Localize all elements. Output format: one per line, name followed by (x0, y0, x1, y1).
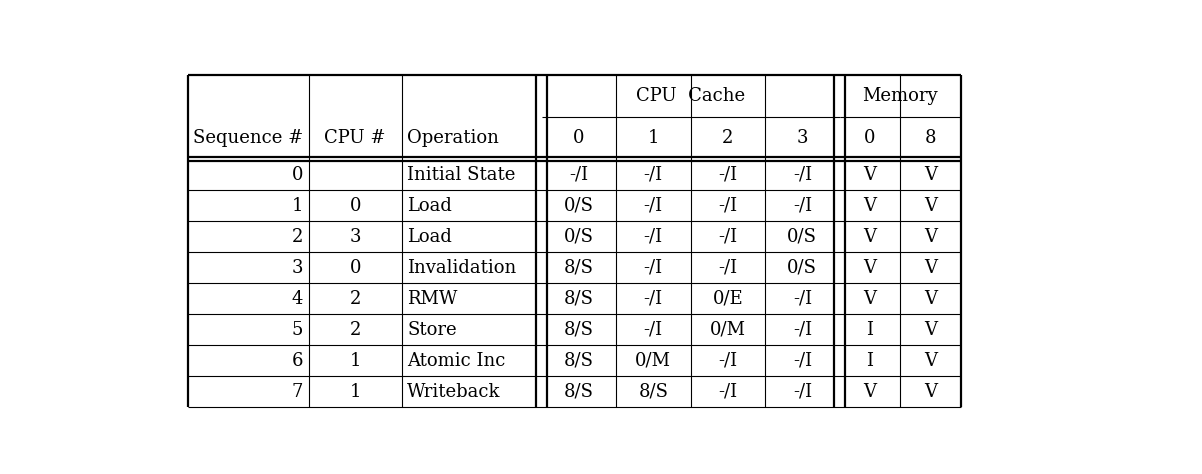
Text: 0: 0 (350, 259, 361, 277)
Text: -/I: -/I (719, 259, 737, 277)
Text: CPU  Cache: CPU Cache (636, 87, 745, 105)
Text: 8/S: 8/S (564, 259, 594, 277)
Text: 3: 3 (797, 129, 808, 147)
Text: -/I: -/I (644, 321, 662, 339)
Text: 0/M: 0/M (636, 352, 671, 370)
Text: 8/S: 8/S (564, 352, 594, 370)
Text: V: V (863, 290, 876, 308)
Text: -/I: -/I (719, 165, 737, 183)
Text: -/I: -/I (719, 228, 737, 246)
Text: 4: 4 (292, 290, 303, 308)
Text: Writeback: Writeback (407, 383, 501, 401)
Text: 7: 7 (292, 383, 303, 401)
Text: 0/S: 0/S (564, 197, 594, 215)
Text: Load: Load (407, 228, 452, 246)
Text: 0/S: 0/S (787, 259, 817, 277)
Text: -/I: -/I (719, 197, 737, 215)
Text: 3: 3 (350, 228, 361, 246)
Text: Initial State: Initial State (407, 165, 516, 183)
Text: I: I (867, 321, 874, 339)
Text: 0/E: 0/E (713, 290, 743, 308)
Text: V: V (863, 383, 876, 401)
Text: -/I: -/I (793, 197, 811, 215)
Text: 0/M: 0/M (710, 321, 745, 339)
Text: Store: Store (407, 321, 457, 339)
Text: 5: 5 (292, 321, 303, 339)
Text: -/I: -/I (570, 165, 588, 183)
Text: -/I: -/I (644, 197, 662, 215)
Text: -/I: -/I (793, 383, 811, 401)
Text: V: V (924, 228, 936, 246)
Text: 3: 3 (292, 259, 303, 277)
Text: V: V (863, 165, 876, 183)
Text: 1: 1 (292, 197, 303, 215)
Text: 1: 1 (648, 129, 659, 147)
Text: V: V (924, 321, 936, 339)
Text: V: V (924, 165, 936, 183)
Text: V: V (924, 197, 936, 215)
Text: V: V (924, 352, 936, 370)
Text: 8/S: 8/S (638, 383, 668, 401)
Text: V: V (863, 197, 876, 215)
Text: -/I: -/I (719, 383, 737, 401)
Text: 8/S: 8/S (564, 321, 594, 339)
Text: -/I: -/I (644, 259, 662, 277)
Text: 1: 1 (350, 352, 361, 370)
Text: -/I: -/I (793, 290, 811, 308)
Text: CPU #: CPU # (325, 129, 386, 147)
Text: -/I: -/I (793, 352, 811, 370)
Text: Invalidation: Invalidation (407, 259, 517, 277)
Text: -/I: -/I (719, 352, 737, 370)
Text: 0/S: 0/S (787, 228, 817, 246)
Text: Atomic Inc: Atomic Inc (407, 352, 506, 370)
Text: Sequence #: Sequence # (192, 129, 303, 147)
Text: 2: 2 (350, 321, 361, 339)
Text: 8/S: 8/S (564, 290, 594, 308)
Text: -/I: -/I (793, 321, 811, 339)
Text: 2: 2 (292, 228, 303, 246)
Text: 8/S: 8/S (564, 383, 594, 401)
Text: 0: 0 (864, 129, 875, 147)
Text: 8: 8 (924, 129, 936, 147)
Text: RMW: RMW (407, 290, 458, 308)
Text: V: V (863, 259, 876, 277)
Text: Load: Load (407, 197, 452, 215)
Text: 6: 6 (292, 352, 303, 370)
Text: V: V (924, 259, 936, 277)
Text: 0: 0 (350, 197, 361, 215)
Text: V: V (924, 290, 936, 308)
Text: Memory: Memory (862, 87, 938, 105)
Text: Operation: Operation (407, 129, 499, 147)
Text: V: V (924, 383, 936, 401)
Text: I: I (867, 352, 874, 370)
Text: 0: 0 (573, 129, 584, 147)
Text: 2: 2 (722, 129, 733, 147)
Text: -/I: -/I (644, 228, 662, 246)
Text: 0: 0 (292, 165, 303, 183)
Text: -/I: -/I (793, 165, 811, 183)
Text: -/I: -/I (644, 290, 662, 308)
Text: 1: 1 (350, 383, 361, 401)
Text: 2: 2 (350, 290, 361, 308)
Text: 0/S: 0/S (564, 228, 594, 246)
Text: -/I: -/I (644, 165, 662, 183)
Text: V: V (863, 228, 876, 246)
